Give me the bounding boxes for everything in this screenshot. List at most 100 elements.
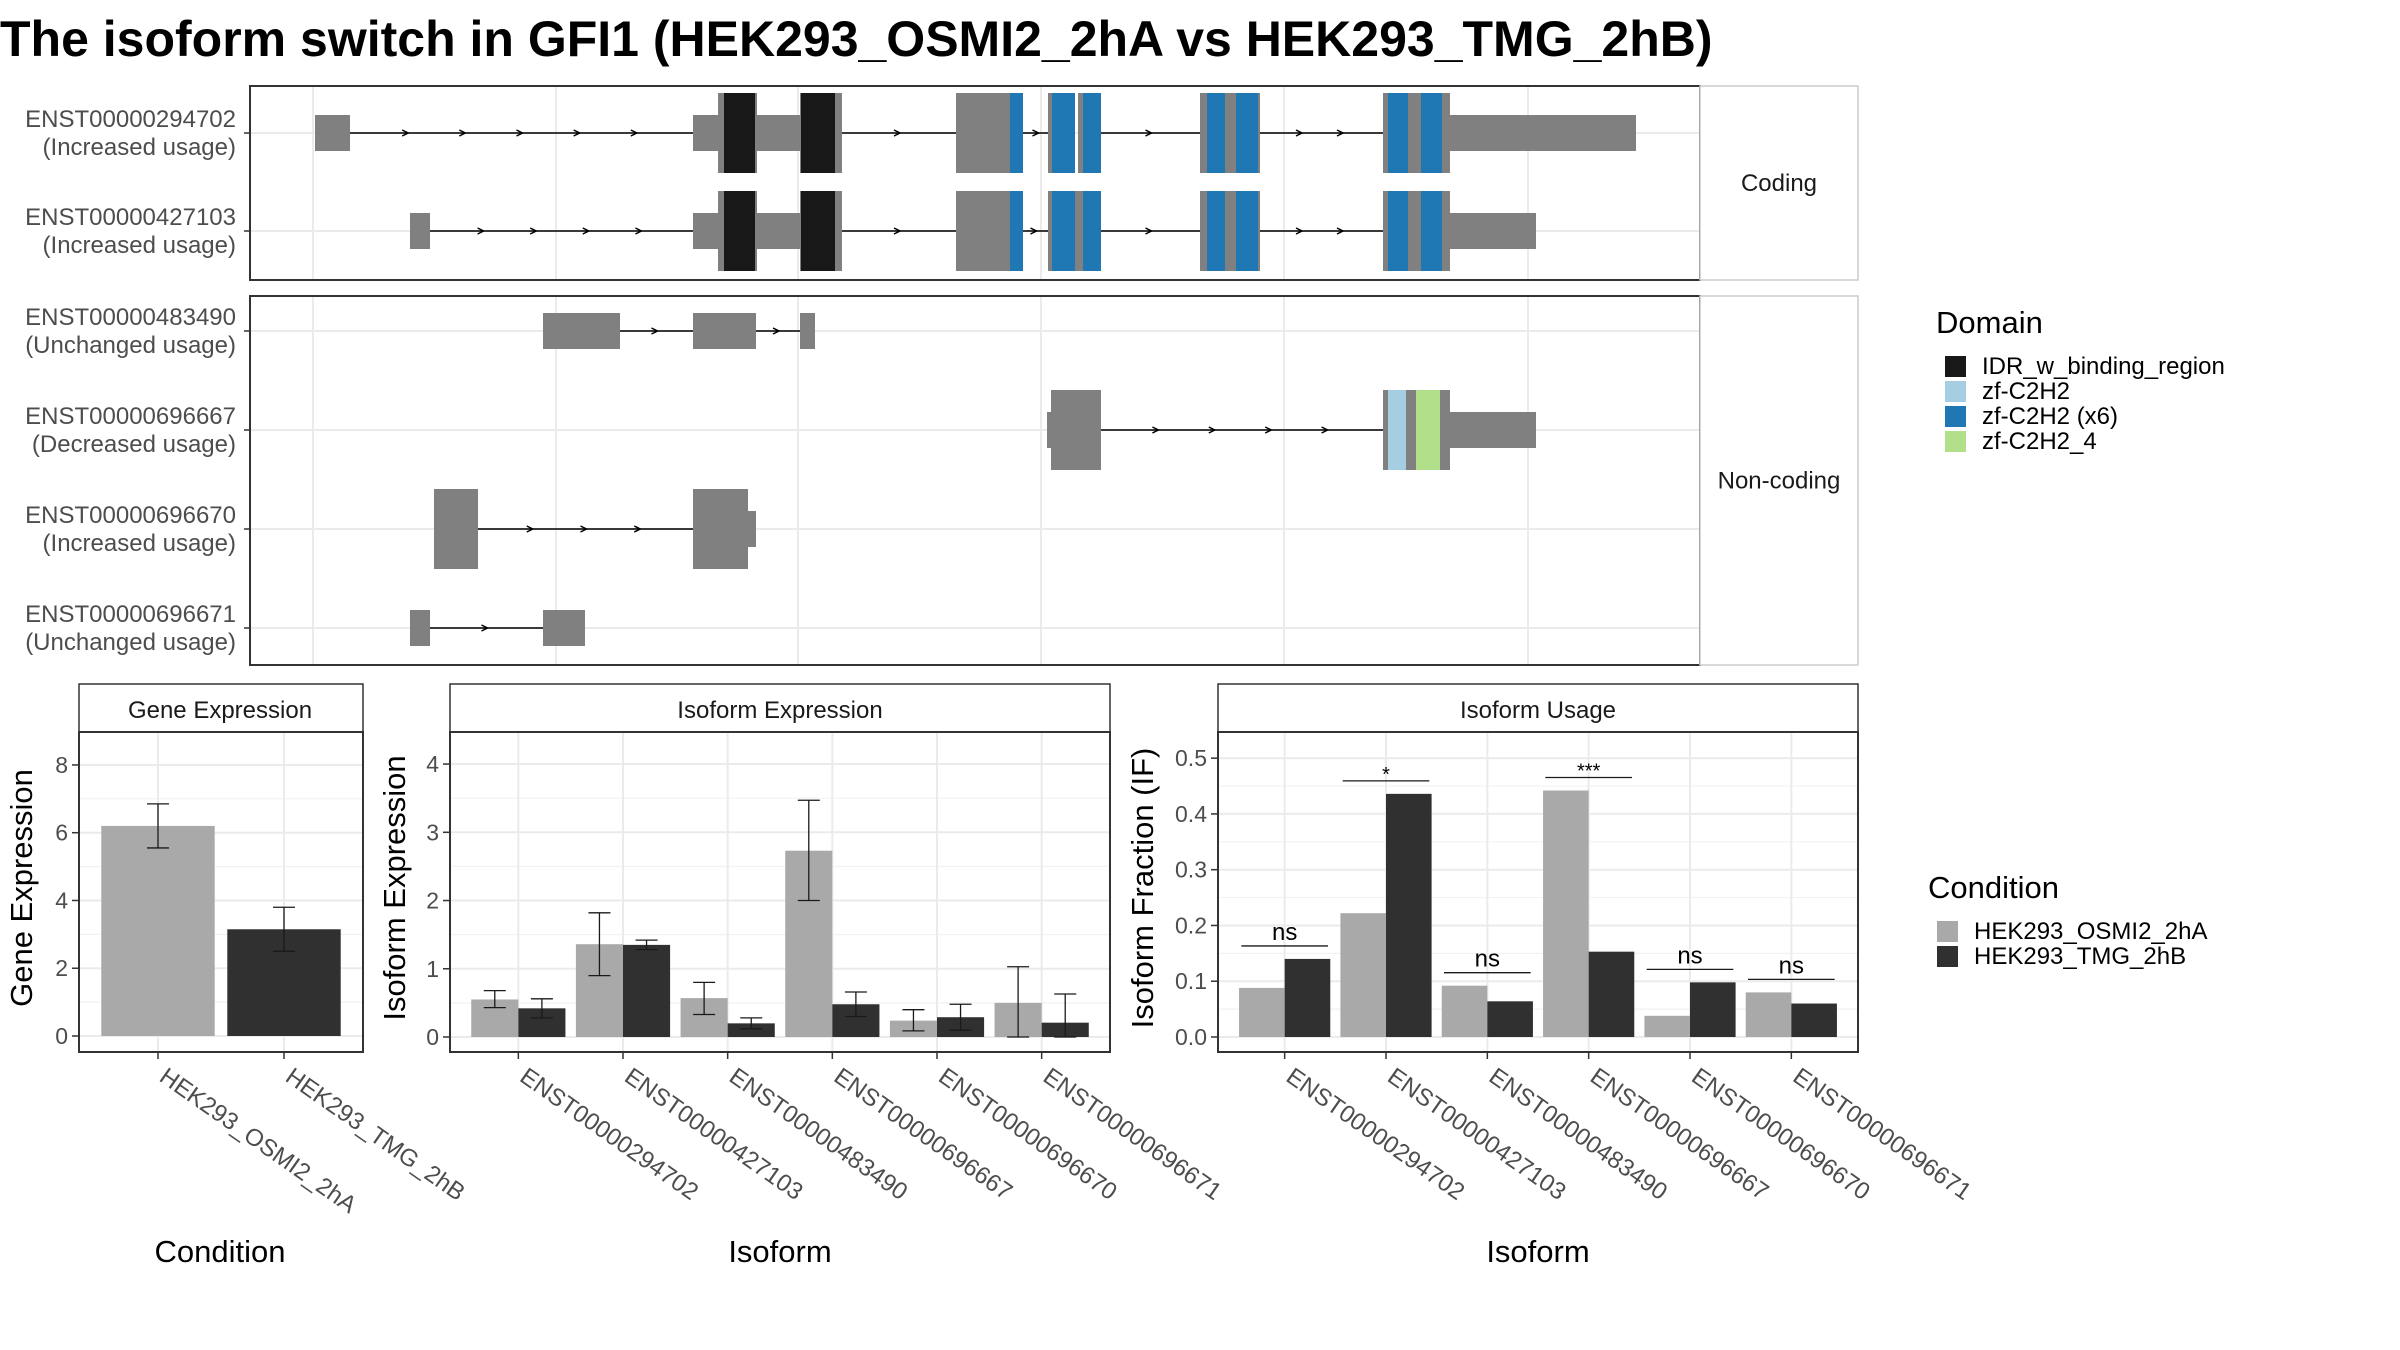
intron-arrow — [481, 624, 490, 632]
x-tick-label: ENST00000427103 — [1383, 1063, 1571, 1206]
exon-block — [1236, 191, 1258, 271]
gene-expression-xlabel: Condition — [155, 1234, 286, 1269]
chart-strip — [1217, 683, 1859, 733]
y-tick-label: 3 — [426, 819, 439, 845]
y-tick-label: 0.5 — [1175, 745, 1207, 771]
transcript-id-label: ENST00000696667 — [25, 403, 236, 430]
bar — [727, 1023, 775, 1037]
exon-block — [1083, 93, 1101, 173]
exon-block — [1051, 390, 1101, 470]
chart-panel-border — [449, 731, 1111, 1053]
gene-expression-strip-label: Gene Expression — [128, 697, 312, 724]
exon-block — [801, 93, 835, 173]
domain-legend-label: zf-C2H2 — [1982, 378, 2070, 405]
bar — [1441, 985, 1488, 1037]
transcript-structure-plot: CodingNon-codingENST00000294702(Increase… — [25, 85, 1859, 666]
transcript-id-label: ENST00000427103 — [25, 204, 236, 231]
x-tick-label: ENST00000483490 — [1484, 1063, 1672, 1206]
transcript-usage-label: (Increased usage) — [43, 232, 236, 259]
exon-block — [748, 511, 756, 547]
intron-arrow — [1032, 129, 1041, 137]
facet-strip-label: Coding — [1741, 170, 1817, 197]
isoform-usage-ylabel: Isoform Fraction (IF) — [1125, 748, 1160, 1029]
intron-arrow — [772, 327, 781, 335]
x-tick-label: ENST00000696667 — [1585, 1063, 1773, 1206]
gene-expression-ylabel: Gene Expression — [4, 769, 39, 1007]
intron-arrow — [401, 129, 410, 137]
x-tick-label: ENST00000294702 — [515, 1063, 703, 1206]
exon-block — [1388, 191, 1408, 271]
exon-block — [434, 489, 478, 569]
chart-panel-bg — [450, 732, 1110, 1052]
exon-block — [1083, 191, 1101, 271]
intron-arrow — [1264, 426, 1273, 434]
exon-block — [315, 115, 350, 151]
chart-panel-border — [78, 731, 364, 1053]
bar — [1284, 958, 1331, 1037]
x-tick-label: ENST00000483490 — [724, 1063, 912, 1206]
intron-arrow — [1321, 426, 1330, 434]
y-tick-label: 8 — [55, 752, 68, 778]
intron-arrow — [582, 227, 591, 235]
isoform-usage-strip-label: Isoform Usage — [1460, 697, 1616, 724]
isoform-expression-ylabel: Isoform Expression — [377, 755, 412, 1020]
significance-label: ns — [1779, 952, 1804, 979]
exon-block — [1052, 191, 1075, 271]
chart-strip — [78, 683, 364, 733]
bar — [1690, 982, 1736, 1037]
exon-block — [1010, 191, 1023, 271]
y-tick-label: 0.0 — [1175, 1024, 1207, 1050]
intron-arrow — [573, 129, 582, 137]
exon-block — [410, 610, 430, 646]
intron-arrow — [580, 525, 589, 533]
exon-block — [1416, 390, 1440, 470]
exon-block — [1450, 213, 1536, 249]
y-tick-label: 0.1 — [1175, 968, 1207, 994]
bar — [1386, 793, 1432, 1037]
domain-legend-label: IDR_w_binding_region — [1982, 353, 2225, 380]
intron-arrow — [893, 129, 902, 137]
exon-block — [757, 115, 800, 151]
domain-legend-key — [1945, 431, 1966, 452]
transcript-id-label: ENST00000294702 — [25, 106, 236, 133]
isoform-expression-xlabel: Isoform — [728, 1234, 831, 1269]
exon-block — [1421, 191, 1442, 271]
significance-label: * — [1382, 764, 1390, 786]
y-tick-label: 0.2 — [1175, 912, 1207, 938]
exon-block — [1388, 390, 1406, 470]
exon-block — [1450, 412, 1536, 448]
intron-arrow — [633, 525, 642, 533]
y-tick-label: 2 — [426, 888, 439, 914]
exon-block — [800, 313, 815, 349]
transcript-usage-label: (Decreased usage) — [32, 431, 236, 458]
exon-block — [1388, 93, 1408, 173]
intron-arrow — [651, 327, 660, 335]
significance-label: ns — [1272, 919, 1297, 946]
facet-strip-label: Non-coding — [1718, 468, 1841, 495]
transcript-usage-label: (Increased usage) — [43, 134, 236, 161]
x-tick-label: ENST00000696670 — [934, 1063, 1122, 1206]
exon-block — [693, 489, 748, 569]
bar — [1588, 951, 1635, 1037]
y-tick-label: 1 — [426, 956, 439, 982]
facet-strip — [1699, 85, 1859, 281]
exon-block — [410, 213, 430, 249]
structure-panel-bg — [250, 296, 1700, 665]
intron-arrow — [630, 129, 639, 137]
domain-legend-key — [1945, 381, 1966, 402]
y-tick-label: 4 — [426, 751, 439, 777]
domain-legend-title: Domain — [1936, 305, 2043, 340]
bar — [1543, 790, 1589, 1037]
intron-arrow — [1295, 227, 1304, 235]
significance-label: ns — [1677, 942, 1702, 969]
intron-arrow — [1145, 129, 1154, 137]
exon-block — [543, 313, 620, 349]
domain-legend-key — [1945, 406, 1966, 427]
significance-label: ns — [1475, 946, 1500, 973]
y-tick-label: 2 — [55, 955, 68, 981]
isoform-usage-xlabel: Isoform — [1486, 1234, 1589, 1269]
bar — [101, 825, 215, 1036]
exon-block — [693, 115, 718, 151]
bar — [1487, 1001, 1533, 1037]
